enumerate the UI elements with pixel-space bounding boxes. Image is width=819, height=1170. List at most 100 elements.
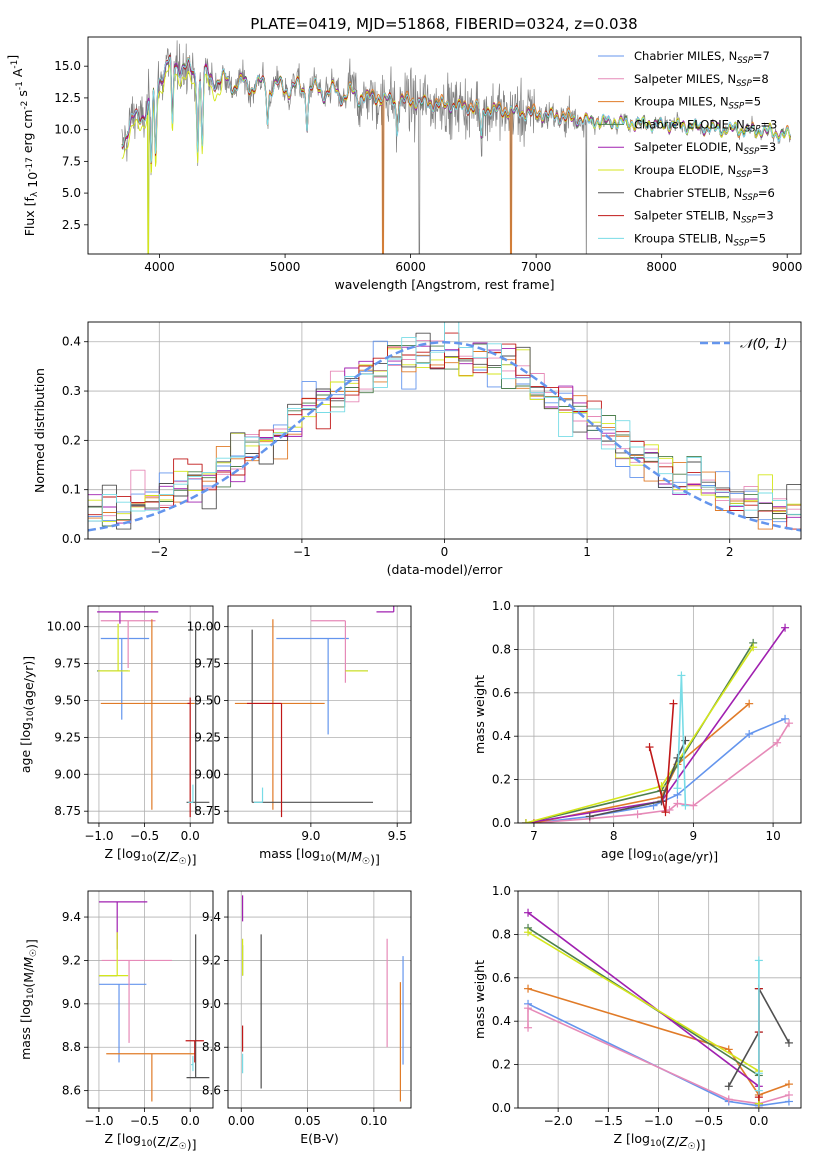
- label-span: -17: [25, 157, 35, 172]
- x-tick-label: 0.0: [749, 1114, 768, 1128]
- label-span: age [: [18, 741, 33, 773]
- y-tick-label: 0.6: [492, 686, 511, 700]
- label-subscript: ☉: [362, 857, 370, 867]
- series-line-c1: [533, 718, 786, 823]
- label-span: λ: [30, 191, 40, 197]
- y-tick-label: 8.8: [202, 1040, 221, 1054]
- axes-frame: [517, 890, 802, 1109]
- y-tick-label: 9.75: [194, 657, 221, 671]
- label-span: (Z/: [661, 1134, 679, 1149]
- x-tick-label: 0.0: [181, 1114, 200, 1128]
- label-subscript: 10: [26, 987, 36, 999]
- x-axis-label: E(B-V): [300, 1131, 339, 1146]
- y-tick-label: 8.75: [54, 804, 81, 818]
- label-span: mass [: [259, 846, 301, 861]
- label-span: age [: [601, 846, 633, 861]
- legend-label: Chabrier ELODIE, N: [634, 117, 745, 131]
- label-span: )]: [696, 1137, 706, 1152]
- y-tick-label: 8.8: [62, 1040, 81, 1054]
- legend-label: Kroupa STELIB, N: [634, 231, 734, 245]
- y-tick-label: 12.5: [54, 91, 81, 105]
- y-tick-label: 1.0: [492, 884, 511, 898]
- label-span: log: [122, 846, 141, 861]
- label-span: -1: [10, 60, 20, 69]
- label-span: -1: [15, 81, 25, 90]
- legend-subscript: SSP: [737, 56, 753, 66]
- y-tick-label: 9.25: [194, 730, 221, 744]
- label-span: log: [18, 999, 33, 1018]
- series-line-c4: [527, 927, 760, 1104]
- legend-entry-label: Kroupa STELIB, NSSP=5: [634, 231, 766, 248]
- y-tick-label: 0.2: [492, 1058, 511, 1072]
- label-span: mass [: [18, 1018, 33, 1060]
- label-span: Z [: [104, 1131, 121, 1146]
- y-tick-label: 10.00: [47, 620, 81, 634]
- label-span: (age/yr)]: [21, 656, 36, 711]
- figure-title: PLATE=0419, MJD=51868, FIBERID=0324, z=0…: [250, 15, 637, 33]
- label-span: mass weight: [472, 960, 487, 1039]
- label-span: log: [122, 1131, 141, 1146]
- y-axis-label: age [log10(age/yr)]: [18, 656, 36, 773]
- y-tick-label: 10.0: [54, 123, 81, 137]
- histogram-step-c9: [88, 322, 801, 522]
- label-subscript: ☉: [29, 949, 39, 957]
- y-tick-label: 9.4: [202, 910, 221, 924]
- label-span: (Z/: [152, 849, 170, 864]
- axes-frame: [517, 605, 802, 824]
- x-tick-label: 10: [765, 829, 780, 843]
- label-span: Z [: [104, 846, 121, 861]
- plot-area: [524, 908, 793, 1108]
- y-tick-label: 1.0: [492, 599, 511, 613]
- y-tick-label: 9.50: [54, 693, 81, 707]
- panel-residuals: −2 −1 0 1 2 0.0 0.1 0.2 0.3 0.4 (data-model)/error…: [32, 321, 802, 577]
- legend-tail: =8: [752, 72, 769, 86]
- x-tick-label: 0: [441, 545, 449, 559]
- x-tick-label: 0.00: [228, 1114, 255, 1128]
- x-tick-label: 8: [610, 829, 618, 843]
- series-line-c4: [525, 642, 754, 823]
- plot-area: [121, 40, 792, 254]
- label-span: ]: [5, 55, 20, 60]
- plot-area: [88, 322, 801, 532]
- y-tick-label: 8.75: [194, 804, 221, 818]
- legend-tail: =7: [753, 49, 770, 63]
- legend-tail: =5: [749, 231, 766, 245]
- axes-frame: [87, 605, 214, 824]
- y-axis-label: Flux [fλ 10-17 erg cm-2 s-1 A-1]: [5, 55, 40, 237]
- y-tick-label: 9.2: [62, 953, 81, 967]
- series-line-c7: [589, 740, 687, 818]
- x-tick-label: 0.10: [361, 1114, 388, 1128]
- legend-label: Kroupa ELODIE, N: [634, 163, 736, 177]
- y-tick-label: 9.00: [54, 767, 81, 781]
- legend-tail: =6: [758, 186, 775, 200]
- legend-entry-label: Kroupa ELODIE, NSSP=3: [634, 163, 769, 180]
- panel-spectrum: 4000 5000 6000 7000 8000 9000 2.5 5.0 7.5 10.0 12.…: [5, 36, 802, 292]
- legend-tail: =3: [759, 140, 776, 154]
- label-span: )]: [370, 852, 380, 867]
- label-subscript: ☉: [179, 857, 187, 867]
- series-line-c6: [525, 646, 754, 823]
- legend-subscript: SSP: [729, 102, 745, 112]
- grid-lines: [88, 891, 213, 1108]
- legend-tail: =3: [760, 117, 777, 131]
- plot-area: [521, 623, 794, 823]
- y-tick-label: 0.3: [62, 384, 81, 398]
- y-tick-label: 0.0: [492, 816, 511, 830]
- label-span: log: [301, 846, 320, 861]
- label-subscript: ☉: [688, 1142, 696, 1152]
- y-tick-label: 2.5: [62, 218, 81, 232]
- x-tick-label: 0.0: [181, 829, 200, 843]
- series-line-c2: [533, 722, 790, 823]
- legend-subscript: SSP: [742, 193, 758, 203]
- label-span: s: [15, 90, 30, 101]
- x-tick-label: 2: [726, 545, 734, 559]
- x-tick-label: 1: [583, 545, 591, 559]
- x-tick-label: 9.0: [301, 829, 320, 843]
- label-subscript: 10: [141, 1139, 153, 1149]
- legend-label: Salpeter MILES, N: [634, 72, 736, 86]
- legend-subscript: SSP: [736, 170, 752, 180]
- label-span: Z: [169, 849, 179, 864]
- y-tick-label: 0.6: [492, 971, 511, 985]
- y-tick-label: 0.4: [62, 335, 81, 349]
- x-tick-label: −2: [150, 545, 168, 559]
